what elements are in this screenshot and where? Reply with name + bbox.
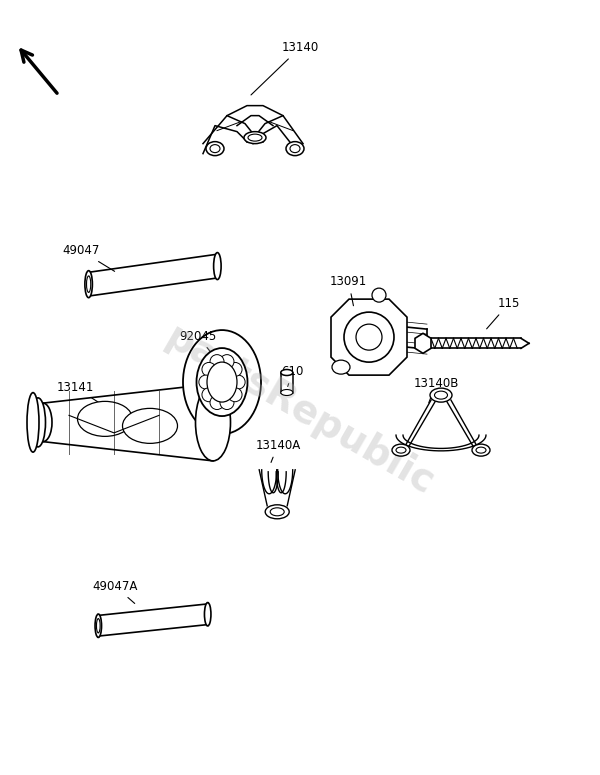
Ellipse shape	[392, 444, 410, 456]
Ellipse shape	[196, 384, 230, 461]
Ellipse shape	[95, 614, 101, 638]
Circle shape	[220, 395, 234, 409]
Ellipse shape	[281, 370, 293, 376]
Ellipse shape	[27, 393, 39, 452]
Ellipse shape	[97, 618, 100, 633]
Circle shape	[231, 375, 245, 389]
Ellipse shape	[265, 505, 289, 518]
Text: partsRepublic: partsRepublic	[159, 319, 441, 503]
Ellipse shape	[210, 145, 220, 153]
Ellipse shape	[197, 348, 248, 416]
Text: 13140: 13140	[251, 41, 319, 95]
Circle shape	[199, 375, 213, 389]
Text: 49047: 49047	[62, 244, 115, 271]
Ellipse shape	[77, 401, 133, 436]
Ellipse shape	[396, 447, 406, 453]
Ellipse shape	[206, 142, 224, 156]
Ellipse shape	[122, 408, 178, 443]
Polygon shape	[331, 299, 407, 375]
Text: 13140A: 13140A	[255, 439, 301, 463]
Circle shape	[228, 363, 242, 377]
Ellipse shape	[281, 390, 293, 395]
Text: 92045: 92045	[179, 329, 217, 358]
Ellipse shape	[205, 602, 211, 626]
Text: 610: 610	[281, 365, 304, 387]
Ellipse shape	[31, 398, 46, 447]
Ellipse shape	[332, 360, 350, 374]
Ellipse shape	[207, 362, 237, 402]
Circle shape	[356, 324, 382, 350]
Ellipse shape	[472, 444, 490, 456]
Circle shape	[202, 363, 216, 377]
Ellipse shape	[85, 270, 92, 298]
Ellipse shape	[183, 330, 261, 434]
Circle shape	[202, 388, 216, 401]
Circle shape	[228, 388, 242, 401]
Ellipse shape	[34, 403, 52, 442]
Ellipse shape	[244, 132, 266, 143]
Text: 49047A: 49047A	[92, 580, 138, 604]
Polygon shape	[415, 333, 431, 353]
Ellipse shape	[430, 388, 452, 402]
Circle shape	[210, 355, 224, 369]
Text: 13091: 13091	[330, 275, 367, 305]
Ellipse shape	[214, 253, 221, 280]
Ellipse shape	[270, 508, 284, 516]
Circle shape	[210, 395, 224, 409]
Ellipse shape	[86, 276, 91, 292]
Text: 115: 115	[487, 297, 520, 329]
Ellipse shape	[286, 142, 304, 156]
Text: 13141: 13141	[56, 381, 106, 407]
Text: 13140B: 13140B	[413, 377, 459, 403]
Ellipse shape	[290, 145, 300, 153]
Ellipse shape	[248, 134, 262, 141]
Ellipse shape	[476, 447, 486, 453]
Circle shape	[220, 355, 234, 369]
Circle shape	[344, 312, 394, 362]
Circle shape	[372, 288, 386, 302]
Ellipse shape	[434, 391, 448, 399]
